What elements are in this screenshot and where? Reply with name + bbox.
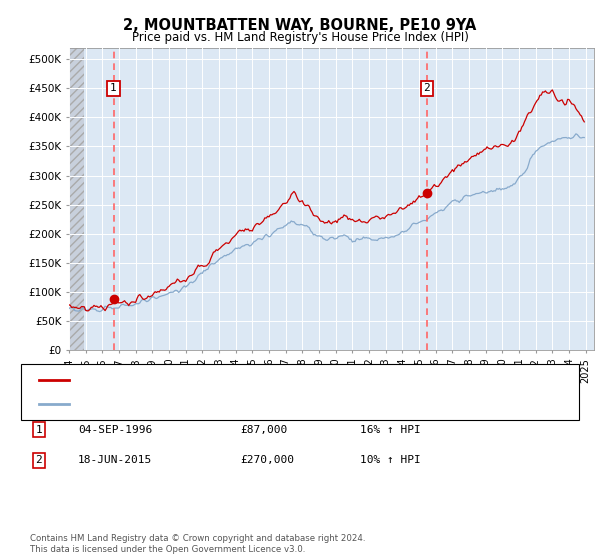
Bar	[69, 48, 85, 350]
Text: 2: 2	[35, 455, 43, 465]
Text: 16% ↑ HPI: 16% ↑ HPI	[360, 424, 421, 435]
Text: 2: 2	[423, 83, 430, 94]
Text: This data is licensed under the Open Government Licence v3.0.: This data is licensed under the Open Gov…	[30, 545, 305, 554]
Text: 1: 1	[110, 83, 117, 94]
Text: 2, MOUNTBATTEN WAY, BOURNE, PE10 9YA: 2, MOUNTBATTEN WAY, BOURNE, PE10 9YA	[124, 18, 476, 33]
Text: £270,000: £270,000	[240, 455, 294, 465]
Text: Contains HM Land Registry data © Crown copyright and database right 2024.: Contains HM Land Registry data © Crown c…	[30, 534, 365, 543]
Text: 10% ↑ HPI: 10% ↑ HPI	[360, 455, 421, 465]
Text: 1: 1	[35, 424, 43, 435]
Text: 18-JUN-2015: 18-JUN-2015	[78, 455, 152, 465]
Text: £87,000: £87,000	[240, 424, 287, 435]
Text: Price paid vs. HM Land Registry's House Price Index (HPI): Price paid vs. HM Land Registry's House …	[131, 31, 469, 44]
Text: 2, MOUNTBATTEN WAY, BOURNE, PE10 9YA (detached house): 2, MOUNTBATTEN WAY, BOURNE, PE10 9YA (de…	[75, 375, 393, 385]
Text: HPI: Average price, detached house, South Kesteven: HPI: Average price, detached house, Sout…	[75, 399, 349, 409]
Text: 04-SEP-1996: 04-SEP-1996	[78, 424, 152, 435]
